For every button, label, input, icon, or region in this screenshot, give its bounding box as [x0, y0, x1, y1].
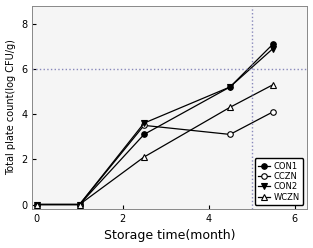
CON2 [35, 203, 38, 206]
Line: CON1: CON1 [34, 41, 276, 207]
WCZN [271, 83, 275, 86]
CON1 [142, 133, 146, 136]
CON2 [271, 47, 275, 50]
CCZN [228, 133, 232, 136]
Y-axis label: Total plate count(log CFU/g): Total plate count(log CFU/g) [6, 39, 16, 175]
WCZN [35, 203, 38, 206]
WCZN [78, 203, 81, 206]
CON1 [228, 86, 232, 89]
WCZN [228, 106, 232, 109]
CON2 [228, 86, 232, 89]
WCZN [142, 155, 146, 158]
Line: WCZN: WCZN [34, 82, 276, 207]
CON1 [35, 203, 38, 206]
CCZN [142, 124, 146, 127]
CCZN [35, 203, 38, 206]
CON1 [271, 42, 275, 45]
CON2 [78, 203, 81, 206]
CCZN [78, 203, 81, 206]
Line: CON2: CON2 [34, 46, 276, 207]
CCZN [271, 110, 275, 113]
Line: CCZN: CCZN [34, 109, 276, 207]
CON1 [78, 203, 81, 206]
X-axis label: Storage time(month): Storage time(month) [104, 229, 236, 243]
CON2 [142, 122, 146, 124]
Legend: CON1, CCZN, CON2, WCZN: CON1, CCZN, CON2, WCZN [254, 158, 303, 205]
